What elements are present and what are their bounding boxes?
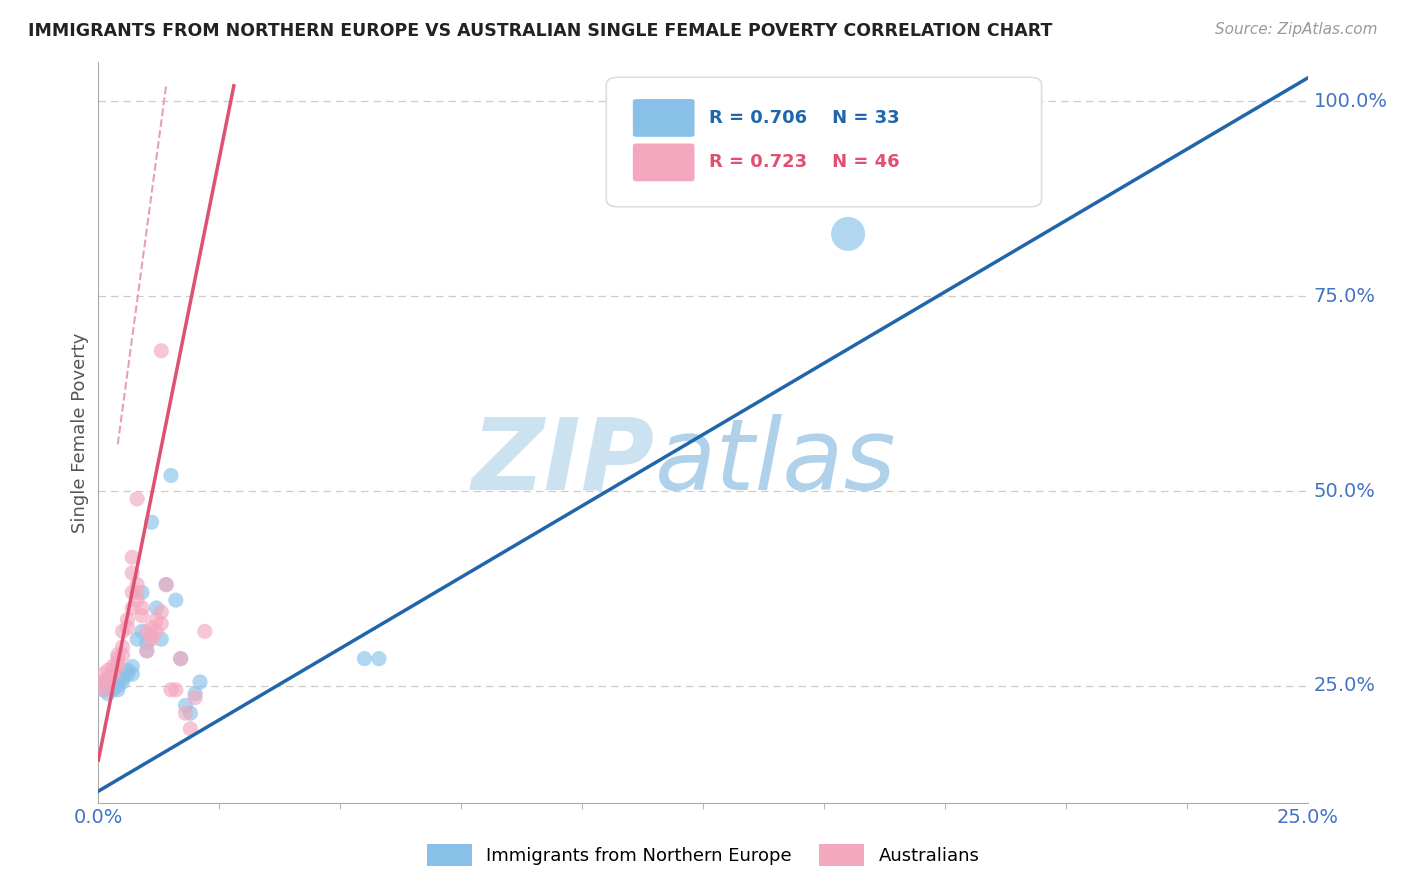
Point: [169, 651, 191, 665]
Point: [135, 644, 157, 658]
Point: [127, 632, 149, 647]
Point: [91, 667, 114, 681]
Point: [91, 675, 114, 690]
Point: [91, 682, 114, 697]
Point: [131, 624, 153, 639]
Point: [368, 651, 391, 665]
Point: [97, 687, 120, 701]
Legend: Immigrants from Northern Europe, Australians: Immigrants from Northern Europe, Austral…: [418, 835, 988, 875]
Point: [145, 601, 167, 615]
Text: atlas: atlas: [655, 414, 896, 511]
Text: 50.0%: 50.0%: [1313, 482, 1375, 500]
Point: [165, 682, 187, 697]
Point: [141, 620, 163, 634]
Point: [135, 644, 157, 658]
Point: [117, 620, 139, 634]
Text: R = 0.723    N = 46: R = 0.723 N = 46: [709, 153, 900, 171]
Point: [194, 624, 217, 639]
Point: [117, 613, 139, 627]
Point: [107, 679, 129, 693]
Point: [135, 636, 157, 650]
Point: [837, 227, 859, 241]
Point: [135, 624, 157, 639]
Point: [117, 667, 139, 681]
Point: [101, 682, 124, 697]
Point: [184, 690, 207, 705]
Point: [127, 491, 149, 506]
Point: [150, 605, 173, 619]
Point: [174, 706, 197, 721]
Point: [111, 675, 134, 690]
Point: [145, 624, 167, 639]
Point: [91, 682, 114, 697]
Text: ZIP: ZIP: [471, 414, 655, 511]
Text: Source: ZipAtlas.com: Source: ZipAtlas.com: [1215, 22, 1378, 37]
Point: [97, 671, 120, 685]
Text: R = 0.706    N = 33: R = 0.706 N = 33: [709, 109, 900, 127]
Point: [141, 515, 163, 529]
Point: [150, 343, 173, 358]
Text: 75.0%: 75.0%: [1313, 286, 1375, 306]
Point: [107, 648, 129, 662]
Point: [101, 663, 124, 677]
Text: 100.0%: 100.0%: [1313, 92, 1388, 111]
FancyBboxPatch shape: [633, 99, 695, 136]
Point: [184, 687, 207, 701]
Point: [121, 585, 143, 599]
Point: [179, 706, 201, 721]
Point: [160, 468, 183, 483]
Point: [188, 675, 211, 690]
Point: [174, 698, 197, 713]
Y-axis label: Single Female Poverty: Single Female Poverty: [70, 333, 89, 533]
Point: [107, 656, 129, 670]
Point: [121, 566, 143, 580]
Point: [111, 648, 134, 662]
Point: [141, 628, 163, 642]
Point: [101, 659, 124, 673]
Point: [155, 577, 177, 591]
Point: [101, 675, 124, 690]
Point: [165, 593, 187, 607]
Point: [97, 663, 120, 677]
Point: [101, 667, 124, 681]
Text: 25.0%: 25.0%: [1313, 676, 1375, 696]
Point: [155, 577, 177, 591]
Point: [127, 593, 149, 607]
Point: [127, 577, 149, 591]
Point: [131, 608, 153, 623]
Point: [117, 663, 139, 677]
Point: [97, 679, 120, 693]
Point: [107, 659, 129, 673]
Point: [121, 601, 143, 615]
Point: [141, 632, 163, 647]
Point: [150, 616, 173, 631]
Point: [121, 659, 143, 673]
FancyBboxPatch shape: [606, 78, 1042, 207]
Point: [121, 667, 143, 681]
Point: [131, 601, 153, 615]
Point: [353, 651, 375, 665]
FancyBboxPatch shape: [633, 144, 695, 181]
Point: [111, 640, 134, 654]
Point: [121, 550, 143, 565]
Point: [160, 682, 183, 697]
Point: [169, 651, 191, 665]
Text: IMMIGRANTS FROM NORTHERN EUROPE VS AUSTRALIAN SINGLE FEMALE POVERTY CORRELATION : IMMIGRANTS FROM NORTHERN EUROPE VS AUSTR…: [28, 22, 1053, 40]
Point: [97, 679, 120, 693]
Point: [145, 613, 167, 627]
Point: [111, 624, 134, 639]
Point: [107, 651, 129, 665]
Point: [91, 675, 114, 690]
Point: [131, 585, 153, 599]
Point: [127, 585, 149, 599]
Point: [107, 682, 129, 697]
Point: [179, 722, 201, 736]
Point: [150, 632, 173, 647]
Point: [111, 671, 134, 685]
